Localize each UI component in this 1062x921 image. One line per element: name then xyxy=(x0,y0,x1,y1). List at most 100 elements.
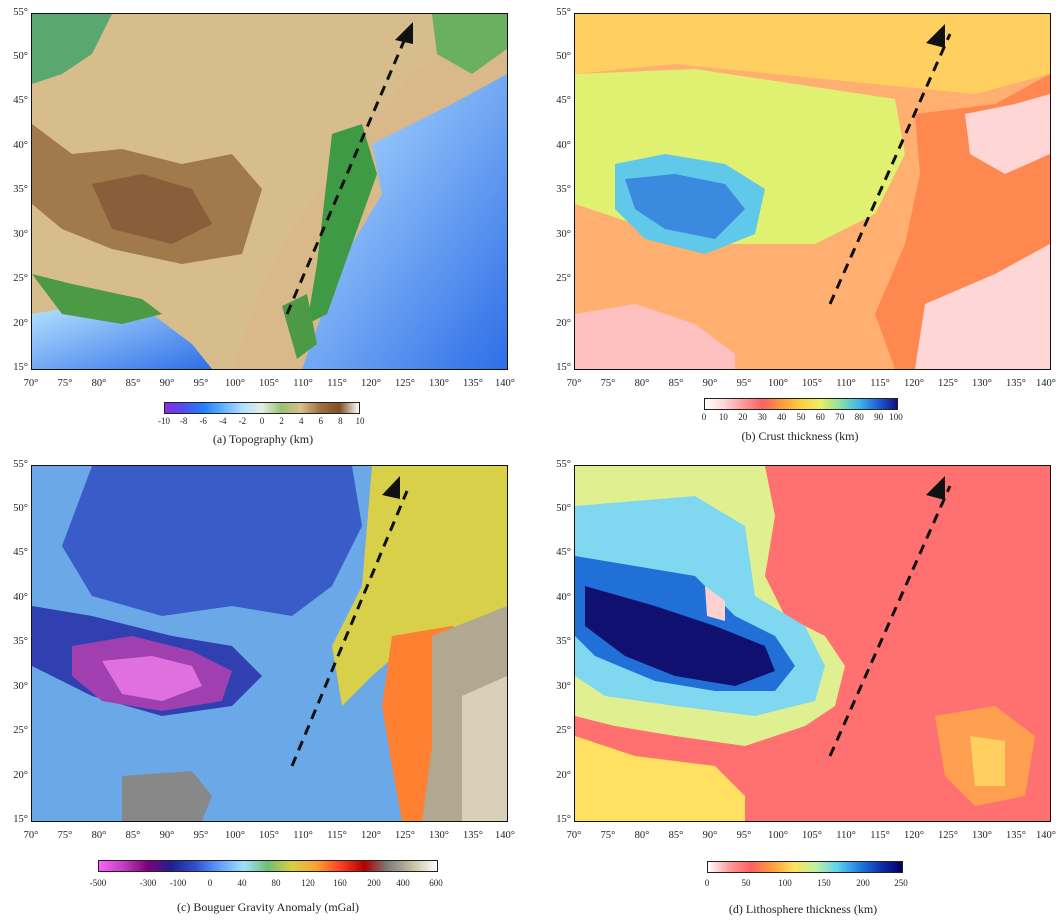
caption-topography: (a) Topography (km) xyxy=(212,432,314,446)
colorbar-tick: -4 xyxy=(219,416,227,426)
lat-tick: 30° xyxy=(556,681,571,692)
lon-tick: 135° xyxy=(1006,830,1026,841)
colorbar-tick: 8 xyxy=(338,416,343,426)
colorbar-tick: 10 xyxy=(718,412,728,422)
lon-tick: 85° xyxy=(125,378,141,389)
lat-tick: 30° xyxy=(13,681,28,692)
colorbar-tick: 80 xyxy=(271,878,281,888)
lat-tick: 25° xyxy=(556,273,571,284)
lon-tick: 70° xyxy=(566,830,582,841)
lat-tick: 40° xyxy=(13,140,28,151)
lon-tick: 100° xyxy=(768,830,788,841)
lat-tick: 25° xyxy=(13,725,28,736)
lon-tick: 105° xyxy=(259,830,279,841)
lon-tick: 135° xyxy=(463,378,483,389)
lon-tick: 105° xyxy=(259,378,279,389)
colorbar-tick: 600 xyxy=(429,878,443,888)
lat-tick: 20° xyxy=(13,770,28,781)
colorbar-tick: 100 xyxy=(778,878,792,888)
lat-tick: 15° xyxy=(13,814,28,825)
lon-tick: 125° xyxy=(395,378,415,389)
colorbar-tick: -500 xyxy=(89,878,107,888)
lat-tick: 45° xyxy=(13,95,28,106)
colorbar-tick: 70 xyxy=(835,412,845,422)
colorbar-tick: 120 xyxy=(301,878,315,888)
lat-tick: 50° xyxy=(13,503,28,514)
colorbar-tick: -8 xyxy=(179,416,188,426)
lat-tick: 55° xyxy=(556,459,571,470)
lon-tick: 95° xyxy=(736,378,752,389)
lat-tick: 20° xyxy=(556,318,571,329)
lon-tick: 75° xyxy=(600,830,616,841)
colorbar-topography xyxy=(164,402,360,414)
colorbar-tick: 30 xyxy=(757,412,767,422)
lon-tick: 105° xyxy=(802,378,822,389)
lat-tick: 55° xyxy=(556,7,571,18)
lat-tick: 40° xyxy=(13,592,28,603)
colorbar-tick: 40 xyxy=(237,878,247,888)
colorbar-tick: 50 xyxy=(796,412,806,422)
lon-tick: 90° xyxy=(159,378,175,389)
lon-tick: 90° xyxy=(702,378,718,389)
lat-tick: 40° xyxy=(556,592,571,603)
lon-tick: 120° xyxy=(361,830,381,841)
colorbar-tick: 20 xyxy=(738,412,748,422)
colorbar-tick: 50 xyxy=(741,878,751,888)
lat-tick: 30° xyxy=(13,229,28,240)
lat-tick: 35° xyxy=(556,636,571,647)
lat-tick: 20° xyxy=(556,770,571,781)
lon-tick: 105° xyxy=(802,830,822,841)
lon-tick: 110° xyxy=(836,830,856,841)
lon-tick: 95° xyxy=(193,378,209,389)
lon-tick: 95° xyxy=(736,830,752,841)
lon-tick: 85° xyxy=(668,378,684,389)
lat-tick: 35° xyxy=(13,184,28,195)
lat-tick: 50° xyxy=(556,503,571,514)
lon-tick: 120° xyxy=(904,378,924,389)
lon-tick: 75° xyxy=(57,830,73,841)
lat-tick: 45° xyxy=(556,547,571,558)
topography-map xyxy=(31,13,508,370)
lon-tick: 115° xyxy=(870,378,890,389)
lon-tick: 75° xyxy=(600,378,616,389)
crust-thickness-map xyxy=(574,13,1051,370)
lat-tick: 45° xyxy=(556,95,571,106)
lat-tick: 15° xyxy=(13,362,28,373)
lon-tick: 115° xyxy=(327,378,347,389)
lat-tick: 15° xyxy=(556,362,571,373)
lat-tick: 55° xyxy=(13,459,28,470)
bouguer-gravity-map xyxy=(31,465,508,822)
lithosphere-thickness-map xyxy=(574,465,1051,822)
lon-tick: 70° xyxy=(23,378,39,389)
colorbar-tick: -10 xyxy=(158,416,170,426)
colorbar-tick: 6 xyxy=(318,416,324,426)
lat-tick: 25° xyxy=(556,725,571,736)
lon-tick: 80° xyxy=(634,830,650,841)
lon-tick: 100° xyxy=(225,378,245,389)
lon-tick: 140° xyxy=(1036,830,1056,841)
lat-tick: 15° xyxy=(556,814,571,825)
lon-tick: 115° xyxy=(870,830,890,841)
lon-tick: 100° xyxy=(768,378,788,389)
colorbar-tick: -6 xyxy=(199,416,207,426)
lon-tick: 90° xyxy=(702,830,718,841)
colorbar-tick: 60 xyxy=(815,412,825,422)
colorbar-tick: 40 xyxy=(777,412,787,422)
lat-tick: 45° xyxy=(13,547,28,558)
lat-tick: 35° xyxy=(556,184,571,195)
lon-tick: 75° xyxy=(57,378,73,389)
lon-tick: 80° xyxy=(634,378,650,389)
lat-tick: 25° xyxy=(13,273,28,284)
lon-tick: 95° xyxy=(193,830,209,841)
colorbar-tick: 160 xyxy=(333,878,347,888)
lon-tick: 80° xyxy=(91,830,107,841)
lon-tick: 85° xyxy=(668,830,684,841)
colorbar-tick: 200 xyxy=(367,878,381,888)
lon-tick: 100° xyxy=(225,830,245,841)
lon-tick: 120° xyxy=(904,830,924,841)
colorbar-tick: 80 xyxy=(854,412,864,422)
colorbar-bouguer-gravity xyxy=(98,860,438,872)
lon-tick: 135° xyxy=(463,830,483,841)
colorbar-tick: 150 xyxy=(817,878,831,888)
colorbar-lithosphere-thickness xyxy=(707,861,903,873)
